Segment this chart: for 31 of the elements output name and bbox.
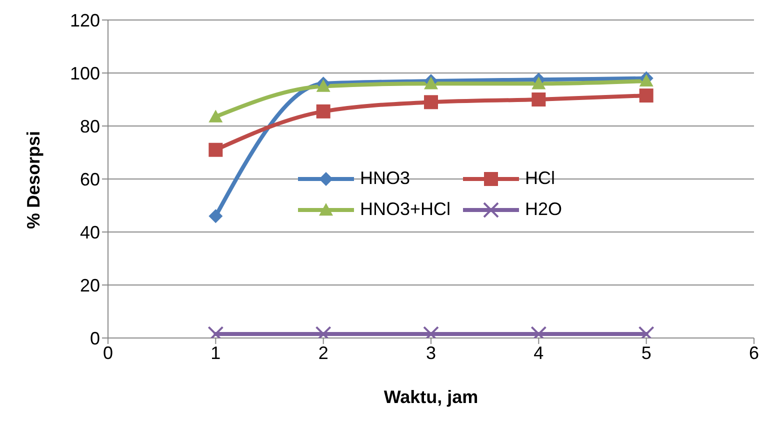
legend-label: HNO3 xyxy=(360,168,410,189)
point xyxy=(316,104,330,118)
y-tick-label: 100 xyxy=(70,63,100,84)
y-tick-label: 80 xyxy=(80,116,100,136)
point xyxy=(208,209,223,224)
x-tick-label: 6 xyxy=(748,342,760,363)
x-axis-title: Waktu, jam xyxy=(384,387,478,407)
x-tick-label: 1 xyxy=(210,342,221,363)
point xyxy=(424,76,438,90)
point xyxy=(208,142,223,157)
point xyxy=(532,92,546,106)
legend-label: HCl xyxy=(525,168,555,189)
y-tick-label: 20 xyxy=(80,275,100,296)
y-tick-label: 60 xyxy=(80,169,100,190)
x-tick-label: 0 xyxy=(102,342,114,363)
legend-label: H2O xyxy=(525,199,562,220)
y-tick-label: 0 xyxy=(90,328,100,348)
point xyxy=(639,88,654,103)
y-tick-label: 120 xyxy=(70,10,100,30)
legend-label: HNO3+HCl xyxy=(360,199,451,220)
x-tick-label: 3 xyxy=(426,342,436,363)
y-axis-title: % Desorpsi xyxy=(23,130,44,229)
point xyxy=(424,95,438,110)
x-tick-label: 5 xyxy=(641,342,652,363)
point xyxy=(532,76,546,90)
x-tick-label: 4 xyxy=(534,342,544,363)
y-tick-label: 40 xyxy=(80,222,100,242)
point xyxy=(639,74,654,87)
point xyxy=(316,79,330,92)
x-tick-label: 2 xyxy=(318,342,328,363)
point xyxy=(208,110,223,122)
